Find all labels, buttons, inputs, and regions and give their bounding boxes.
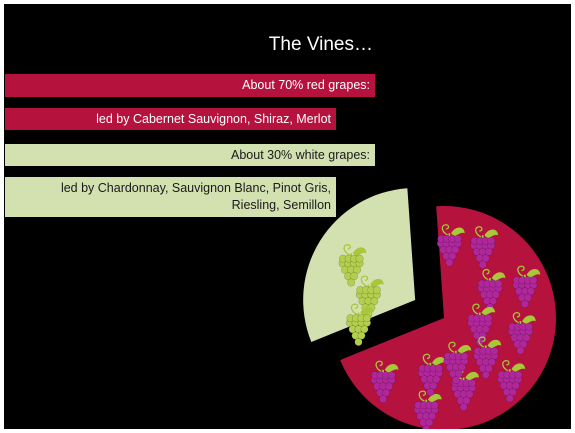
pie-slice-group-white-grapes	[303, 188, 415, 345]
grape-pie-chart	[4, 4, 571, 429]
slide: The Vines… About 70% red grapes: led by …	[4, 4, 571, 429]
